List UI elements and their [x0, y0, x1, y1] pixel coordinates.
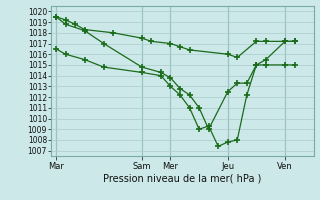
- X-axis label: Pression niveau de la mer( hPa ): Pression niveau de la mer( hPa ): [103, 173, 261, 183]
